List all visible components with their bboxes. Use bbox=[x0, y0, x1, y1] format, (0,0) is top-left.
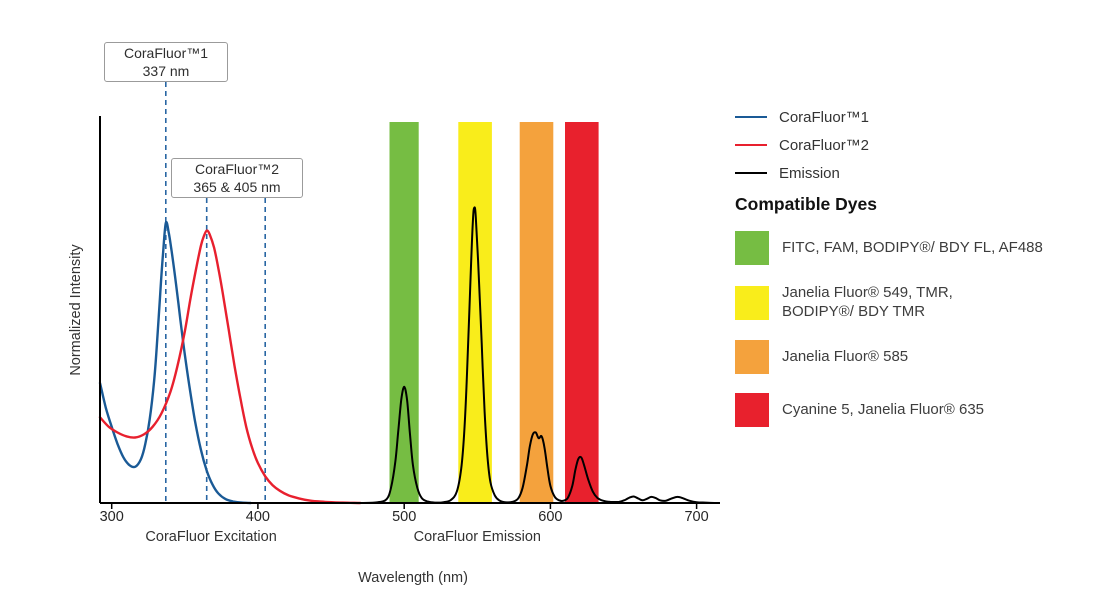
dye-row-orange: Janelia Fluor® 585 bbox=[735, 340, 1105, 374]
x-tick-label-300: 300 bbox=[99, 509, 124, 525]
dye-label-green: FITC, FAM, BODIPY®/ BDY FL, AF488 bbox=[782, 239, 1043, 258]
legend-item-corafluor2: CoraFluor™2 bbox=[735, 136, 1105, 154]
dye-label-yellow-line2: BODIPY®/ BDY TMR bbox=[782, 302, 926, 320]
callout-corafluor1: CoraFluor™1 337 nm bbox=[104, 42, 228, 82]
band-red bbox=[565, 122, 599, 503]
band-green bbox=[389, 122, 419, 503]
legend-line-corafluor2 bbox=[735, 143, 767, 147]
dye-swatch-yellow bbox=[735, 285, 769, 320]
series-corafluor1 bbox=[98, 220, 252, 505]
dye-swatch-red bbox=[735, 393, 769, 427]
legend-line-emission bbox=[735, 171, 767, 175]
x-tick-label-400: 400 bbox=[245, 509, 270, 525]
legend-label-emission: Emission bbox=[779, 164, 840, 182]
legend-item-emission: Emission bbox=[735, 164, 1105, 182]
x-tick-label-500: 500 bbox=[392, 509, 417, 525]
x-axis-label: Wavelength (nm) bbox=[358, 570, 468, 586]
dye-row-green: FITC, FAM, BODIPY®/ BDY FL, AF488 bbox=[735, 231, 1105, 265]
dye-label-yellow: Janelia Fluor® 549, TMR, BODIPY®/ BDY TM… bbox=[782, 284, 953, 321]
y-axis-label: Normalized Intensity bbox=[68, 244, 84, 376]
legend-item-corafluor1: CoraFluor™1 bbox=[735, 108, 1105, 126]
dye-label-red: Cyanine 5, Janelia Fluor® 635 bbox=[782, 401, 984, 420]
dye-label-orange: Janelia Fluor® 585 bbox=[782, 348, 908, 367]
dye-label-orange-line1: Janelia Fluor® 585 bbox=[782, 347, 909, 365]
dye-label-green-line1: FITC, FAM, BODIPY®/ BDY FL, AF488 bbox=[782, 238, 1043, 256]
callout-corafluor1-title: CoraFluor™1 bbox=[123, 45, 209, 61]
dye-swatch-orange bbox=[735, 340, 769, 374]
x-tick-label-700: 700 bbox=[684, 509, 709, 525]
legend: CoraFluor™1 CoraFluor™2 Emission Compati… bbox=[735, 108, 1105, 446]
dye-label-yellow-line1: Janelia Fluor® 549, TMR, bbox=[782, 284, 953, 301]
compatible-dyes-heading: Compatible Dyes bbox=[735, 194, 877, 214]
legend-label-corafluor2: CoraFluor™2 bbox=[779, 136, 870, 154]
legend-label-corafluor1: CoraFluor™1 bbox=[779, 108, 870, 126]
dye-label-red-line1: Cyanine 5, Janelia Fluor® 635 bbox=[782, 400, 985, 418]
legend-line-corafluor1 bbox=[735, 115, 767, 119]
series-emission bbox=[359, 206, 716, 504]
callout-corafluor1-value: 337 nm bbox=[142, 63, 190, 79]
x-section-label-emission: CoraFluor Emission bbox=[413, 529, 541, 545]
callout-corafluor2: CoraFluor™2 365 & 405 nm bbox=[171, 158, 303, 198]
dye-row-red: Cyanine 5, Janelia Fluor® 635 bbox=[735, 393, 1105, 427]
callout-corafluor2-value: 365 & 405 nm bbox=[193, 179, 281, 195]
callout-corafluor2-title: CoraFluor™2 bbox=[194, 161, 280, 177]
x-section-label-excitation: CoraFluor Excitation bbox=[145, 529, 277, 545]
x-tick-label-600: 600 bbox=[538, 509, 563, 525]
dye-swatch-green bbox=[735, 231, 769, 265]
series-corafluor2 bbox=[98, 229, 362, 505]
dye-row-yellow: Janelia Fluor® 549, TMR, BODIPY®/ BDY TM… bbox=[735, 284, 1105, 321]
band-orange bbox=[519, 122, 554, 503]
